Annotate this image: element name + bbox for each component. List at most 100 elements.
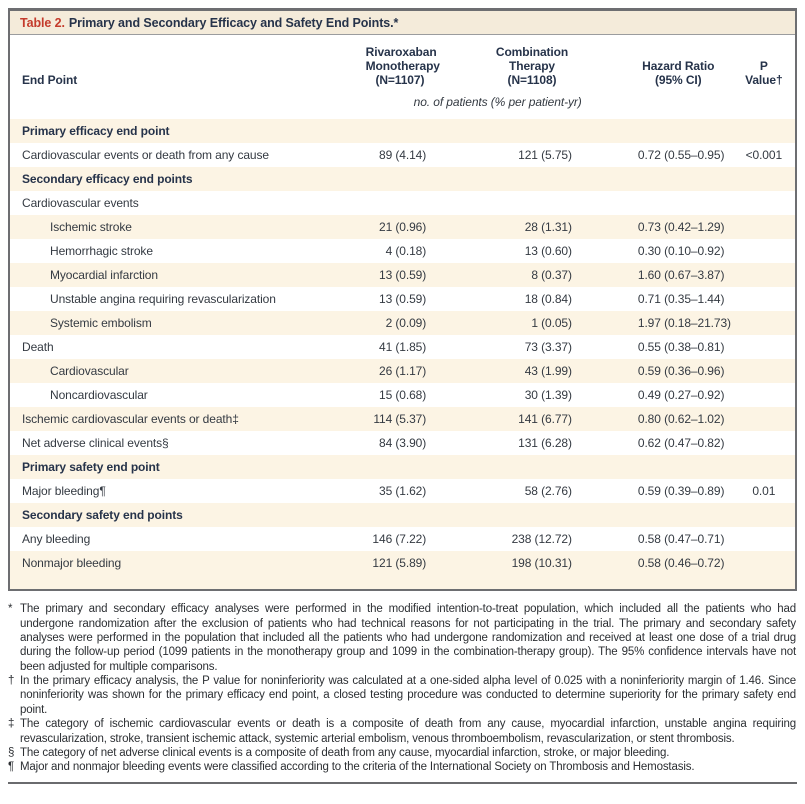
combination-value: 238 (12.72) [511,532,572,547]
p-value [733,407,795,431]
table-row: Primary efficacy end point [10,119,795,144]
p-value [733,191,795,215]
column-header-p-value: P Value† [745,58,783,87]
rivaroxaban-value: 2 (0.09) [385,316,427,331]
table-row: Primary safety end point [10,455,795,480]
endpoint-label: Ischemic stroke [50,220,132,235]
table-2-box: Table 2. Primary and Secondary Efficacy a… [8,8,797,592]
combination-value: 58 (2.76) [524,484,572,499]
units-row: no. of patients (% per patient-yr) [10,89,795,119]
rivaroxaban-value: 13 (0.59) [379,268,427,283]
table-body: Primary efficacy end point Cardiovascula… [10,119,795,590]
hazard-ratio-value: 0.71 (0.35–1.44) [637,292,725,307]
hazard-ratio-value [580,119,733,143]
rivaroxaban-value: 26 (1.17) [379,364,427,379]
table-row: Major bleeding¶ 35 (1.62) 58 (2.76) 0.59… [10,479,795,503]
table-row: Ischemic stroke 21 (0.96) 28 (1.31) 0.73… [10,215,795,240]
p-value [733,335,795,359]
footnote-text: Major and nonmajor bleeding events were … [20,761,695,774]
combination-value: 131 (6.28) [518,436,572,451]
combination-value: 73 (3.37) [524,340,572,355]
footnote-text: In the primary efficacy analysis, the P … [20,675,796,716]
rivaroxaban-value: 89 (4.14) [379,148,427,163]
hazard-ratio-value [580,191,733,215]
table-row: Nonmajor bleeding 121 (5.89) 198 (10.31)… [10,551,795,576]
endpoint-label: Primary efficacy end point [22,124,170,139]
endpoint-label: Hemorrhagic stroke [50,244,153,259]
combination-value: 30 (1.39) [524,388,572,403]
p-value [733,383,795,407]
combination-value: 28 (1.31) [524,220,572,235]
units-spacer-cell [733,89,795,119]
combination-value [434,503,580,527]
rivaroxaban-value: 13 (0.59) [379,292,427,307]
table-title-bar: Table 2. Primary and Secondary Efficacy a… [10,11,795,35]
rivaroxaban-value: 15 (0.68) [379,388,427,403]
table-row: Myocardial infarction 13 (0.59) 8 (0.37)… [10,263,795,288]
combination-value [434,191,580,215]
table-row: Secondary safety end points [10,503,795,528]
combination-value [434,455,580,479]
combination-value: 198 (10.31) [511,556,572,571]
hazard-ratio-value: 0.80 (0.62–1.02) [637,412,725,427]
endpoints-table: End Point Rivaroxaban Monotherapy (N=110… [10,35,795,590]
endpoint-label: Primary safety end point [22,460,160,475]
endpoint-label: Unstable angina requiring revascularizat… [50,292,276,307]
table-row: Death 41 (1.85) 73 (3.37) 0.55 (0.38–0.8… [10,335,795,359]
hazard-ratio-value: 0.73 (0.42–1.29) [637,220,725,235]
table-caption: Primary and Secondary Efficacy and Safet… [68,16,399,30]
hazard-ratio-value: 1.60 (0.67–3.87) [637,268,725,283]
combination-value: 8 (0.37) [531,268,572,283]
endpoint-label: Nonmajor bleeding [22,556,122,571]
table-row: Cardiovascular events or death from any … [10,143,795,167]
footnote-text: The primary and secondary efficacy analy… [20,603,796,673]
combination-value: 1 (0.05) [531,316,572,331]
hazard-ratio-value: 0.30 (0.10–0.92) [637,244,725,259]
hazard-ratio-value: 0.49 (0.27–0.92) [637,388,725,403]
hazard-ratio-value: 0.59 (0.39–0.89) [637,484,725,499]
column-header-endpoint: End Point [22,72,78,87]
hazard-ratio-value: 0.55 (0.38–0.81) [637,340,725,355]
table-row: Unstable angina requiring revascularizat… [10,287,795,311]
p-value [733,503,795,527]
p-value: 0.01 [752,484,776,499]
p-value: <0.001 [745,148,783,163]
footnote-text: The category of net adverse clinical eve… [20,746,670,759]
footnote-symbol: ‡ [8,718,15,731]
bottom-rule [8,781,797,784]
hazard-ratio-value [580,455,733,479]
endpoint-label: Cardiovascular events [22,196,139,211]
column-header-hazard-ratio: Hazard Ratio (95% CI) [642,58,715,87]
p-value [733,287,795,311]
hazard-ratio-value [580,503,733,527]
footnote-symbol: * [8,603,13,616]
table-row: Systemic embolism 2 (0.09) 1 (0.05) 1.97… [10,311,795,336]
rivaroxaban-value: 146 (7.22) [372,532,427,547]
table-row: Cardiovascular events [10,191,795,215]
rivaroxaban-value: 21 (0.96) [379,220,427,235]
column-header-row: End Point Rivaroxaban Monotherapy (N=110… [10,35,795,89]
hazard-ratio-value: 0.58 (0.46–0.72) [637,556,725,571]
rivaroxaban-value: 41 (1.85) [379,340,427,355]
endpoint-label: Systemic embolism [50,316,152,331]
column-header-rivaroxaban-monotherapy: Rivaroxaban Monotherapy (N=1107) [365,45,440,87]
hazard-ratio-value: 0.59 (0.36–0.96) [637,364,725,379]
endpoint-label: Cardiovascular [50,364,129,379]
combination-value [434,119,580,143]
footnote: § The category of net adverse clinical e… [8,746,796,760]
footnote: † In the primary efficacy analysis, the … [8,674,796,717]
footnote-symbol: ¶ [8,761,15,774]
combination-value: 43 (1.99) [524,364,572,379]
p-value [733,215,795,239]
combination-value: 141 (6.77) [518,412,572,427]
footnotes: * The primary and secondary efficacy ana… [8,602,797,775]
endpoint-label: Major bleeding¶ [22,484,106,499]
units-note: no. of patients (% per patient-yr) [413,95,582,110]
rivaroxaban-value: 4 (0.18) [385,244,427,259]
hazard-ratio-value: 0.58 (0.47–0.71) [637,532,725,547]
endpoint-label: Any bleeding [22,532,91,547]
combination-value: 18 (0.84) [524,292,572,307]
p-value [733,431,795,455]
p-value [733,359,795,383]
